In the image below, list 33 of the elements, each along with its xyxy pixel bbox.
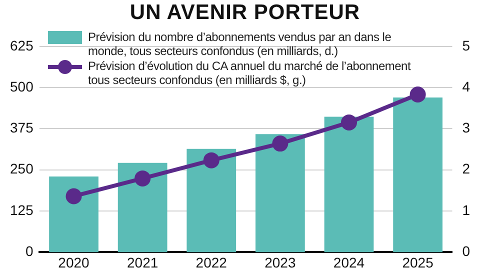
point xyxy=(341,114,357,130)
legend-label: Prévision d’évolution du CA annuel du marché de l’abonnement tous secteurs confondus (en milliards $, g.) xyxy=(88,59,412,87)
x-tick-label: 2025 xyxy=(402,254,434,270)
bar xyxy=(393,97,442,252)
point xyxy=(134,170,151,186)
x-tick-label: 2023 xyxy=(264,254,296,270)
y2-tick-label: 0 xyxy=(462,243,470,260)
y-tick-label: 625 xyxy=(10,37,34,54)
y-tick-label: 500 xyxy=(10,78,34,94)
legend-label: Prévision du nombre d’abonnements vendus par an dans le monde, tous secteurs confondus (en milliards, d.) xyxy=(88,30,392,58)
x-tick-label: 2020 xyxy=(58,254,90,270)
x-tick-label: 2024 xyxy=(333,254,365,270)
x-tick-label: 2022 xyxy=(196,254,228,270)
y2-tick-label: 2 xyxy=(462,160,470,177)
bar xyxy=(118,162,168,252)
bar xyxy=(256,134,305,252)
bar xyxy=(186,148,236,252)
x-tick-label: 2021 xyxy=(126,254,158,270)
y2-tick-label: 4 xyxy=(462,78,470,94)
y2-tick-label: 5 xyxy=(462,37,470,54)
point xyxy=(410,86,426,102)
point xyxy=(203,152,220,168)
y-tick-label: 375 xyxy=(10,120,34,136)
y2-tick-label: 3 xyxy=(462,120,470,136)
bar xyxy=(49,176,98,252)
y-tick-label: 125 xyxy=(10,202,34,218)
point xyxy=(66,188,82,204)
bar xyxy=(324,116,374,252)
chart-title: UN AVENIR PORTEUR xyxy=(128,0,362,26)
y2-tick-label: 1 xyxy=(462,202,470,218)
y-tick-label: 250 xyxy=(10,160,34,177)
point xyxy=(272,136,288,152)
y-tick-label: 0 xyxy=(26,243,34,260)
